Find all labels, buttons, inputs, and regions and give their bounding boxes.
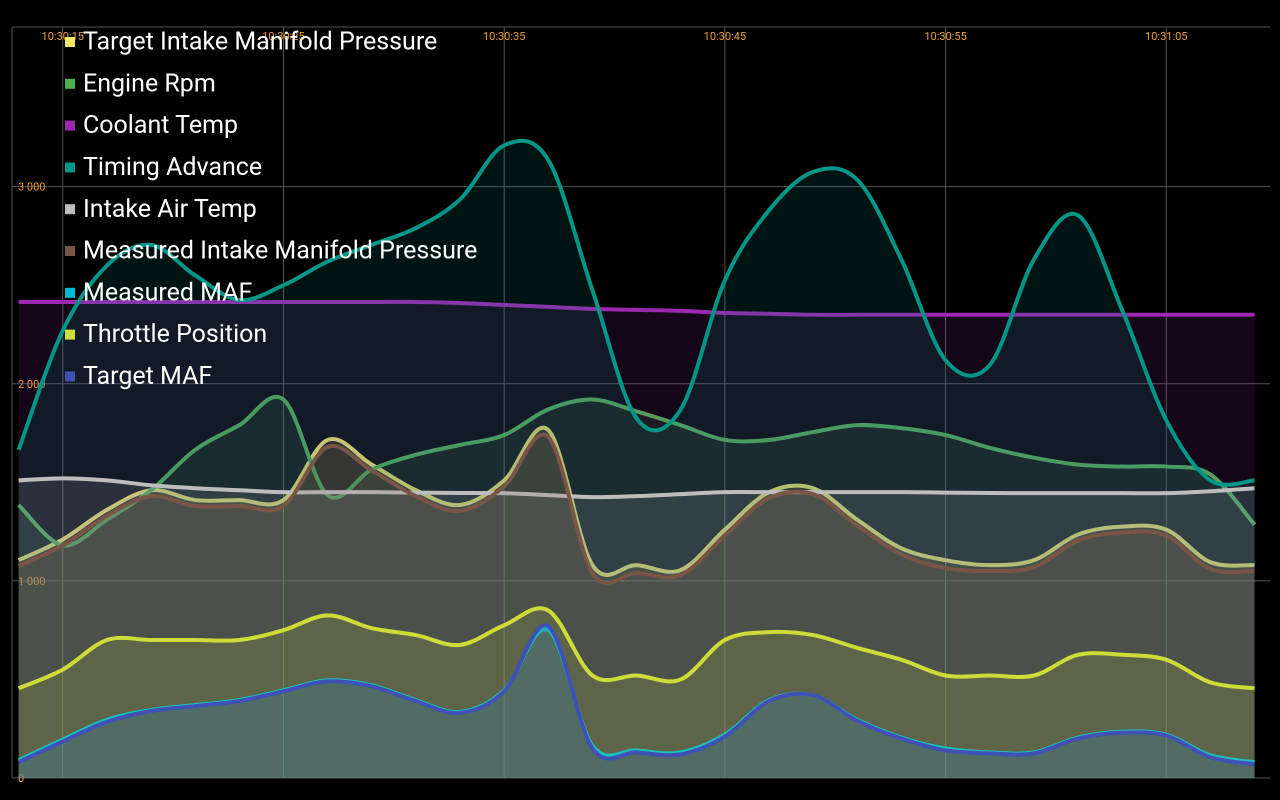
y-tick-label: 1 000 [18,575,45,588]
x-tick-label: 10:30:15 [42,30,84,43]
x-tick-label: 10:30:35 [483,30,525,43]
x-tick-label: 10:30:25 [262,30,304,43]
series-line [18,476,1255,500]
x-tick-label: 10:30:45 [704,30,746,43]
series-area [18,427,1255,778]
legend-swatch [65,371,75,382]
series-area [18,629,1255,778]
series-line [17,606,1255,691]
series-line [17,432,1255,585]
series-area [18,625,1255,778]
legend-label: Target MAF [83,362,212,391]
legend-swatch [65,78,75,89]
legend-swatch [65,162,75,173]
legend-label: Engine Rpm [83,69,216,98]
legend-label: Coolant Temp [83,111,238,140]
series-area [18,434,1255,778]
x-tick-label: 10:30:55 [924,30,966,43]
legend-label: Target Intake Manifold Pressure [83,28,437,57]
series-line [17,425,1255,577]
legend-label: Intake Air Temp [83,195,257,224]
y-tick-label: 3 000 [18,181,45,194]
series-area [18,608,1255,778]
series-area [18,301,1255,778]
series-line [17,623,1255,767]
legend-swatch [65,204,75,215]
legend-swatch [65,246,75,256]
legend-swatch [65,287,75,298]
legend-label: Measured MAF [83,278,253,307]
legend-label: Measured Intake Manifold Pressure [83,237,477,266]
series-line [16,138,1255,487]
series-line [18,299,1255,317]
legend-swatch [65,329,75,340]
x-tick-label: 10:31:05 [1145,30,1187,43]
legend-label: Throttle Position [83,320,267,349]
legend-swatch [65,120,75,131]
y-tick-label: 0 [18,772,24,785]
legend-label: Timing Advance [83,153,262,182]
series-area [18,140,1255,778]
legend-swatch [65,37,75,47]
series-area [18,478,1255,778]
